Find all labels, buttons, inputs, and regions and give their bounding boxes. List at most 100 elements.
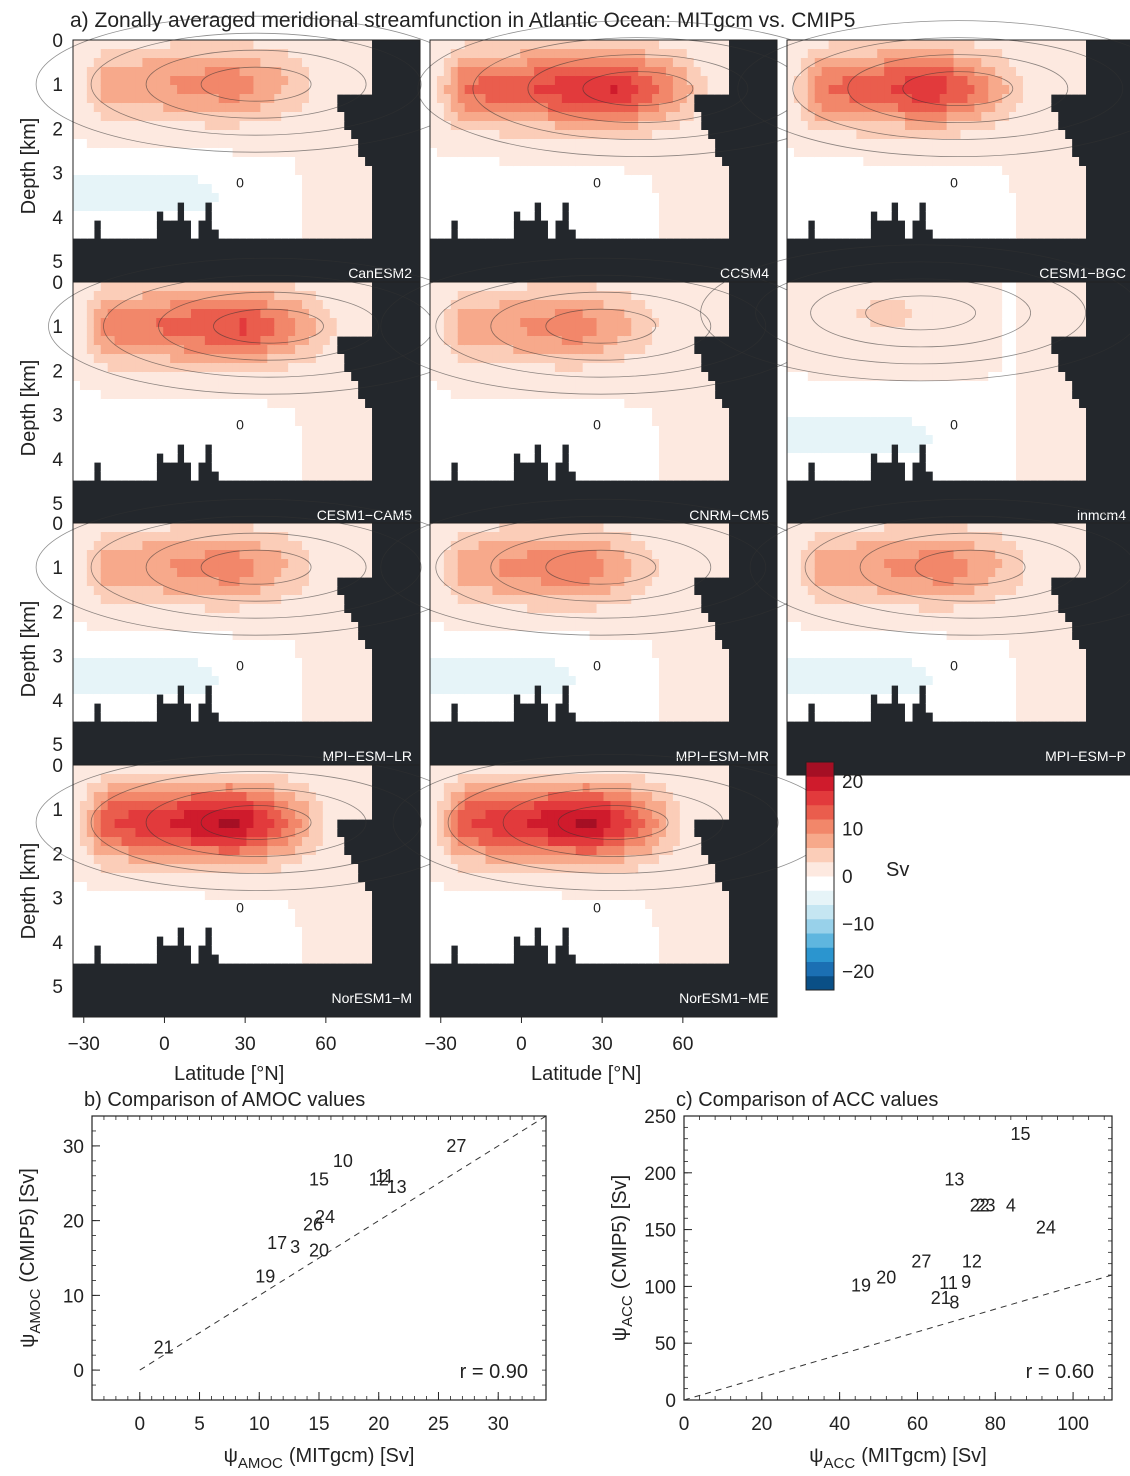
data-point-label: 21 (931, 1288, 951, 1308)
figure-title: a) Zonally averaged meridional streamfun… (70, 9, 856, 32)
x-tick-label: 100 (1057, 1414, 1089, 1435)
contour-zero-label: 0 (236, 416, 244, 432)
colorbar-tick-label: 0 (842, 867, 853, 888)
model-name-label: CCSM4 (720, 265, 769, 281)
x-tick-label: 0 (679, 1414, 690, 1435)
contour-zero-label: 0 (236, 174, 244, 190)
x-tick-label: 60 (672, 1034, 693, 1055)
x-tick-label: −30 (68, 1034, 100, 1055)
data-point-label: 26 (303, 1214, 323, 1234)
y-tick-label: 4 (52, 450, 63, 471)
colorbar-swatch (806, 762, 834, 777)
data-point-label: 20 (309, 1241, 329, 1261)
y-tick-label: 150 (644, 1221, 676, 1242)
y-tick-label: 4 (52, 933, 63, 954)
data-point-label: 24 (315, 1207, 335, 1227)
y-axis-label: Depth [km] (18, 843, 40, 940)
y-tick-label: 1 (52, 317, 63, 338)
data-point-label: 11 (939, 1273, 958, 1293)
contour-zero-label: 0 (236, 899, 244, 915)
y-tick-label: 2 (52, 119, 63, 140)
x-tick-label: 20 (751, 1414, 772, 1435)
contour-zero-label: 0 (593, 899, 601, 915)
colorbar-tick-label: 20 (842, 772, 863, 793)
data-point-label: 27 (446, 1136, 466, 1156)
data-point-label: 13 (387, 1177, 407, 1197)
x-axis-label: Latitude [°N] (531, 1063, 641, 1085)
x-tick-label: 5 (194, 1414, 205, 1435)
y-tick-label: 2 (52, 602, 63, 623)
data-point-label: 10 (333, 1151, 353, 1171)
streamfunction-panel: 0 CESM1−CAM5 0 1 2 3 4 5 Depth [km] (18, 257, 489, 535)
y-tick-label: 3 (52, 889, 63, 910)
contour-zero-label: 0 (593, 657, 601, 673)
streamfunction-panel: 0 NorESM1−M 0 1 2 3 4 5 Depth [km] −30 0 30 60 Latitu… (18, 754, 477, 1085)
y-tick-label: 3 (52, 406, 63, 427)
y-tick-label: 0 (665, 1391, 676, 1412)
colorbar-swatch (806, 819, 834, 834)
data-point-label: 4 (1006, 1196, 1016, 1216)
data-point-label: 19 (255, 1267, 275, 1287)
x-tick-label: 10 (249, 1414, 270, 1435)
x-tick-label: 25 (428, 1414, 449, 1435)
data-point-label: 12 (369, 1170, 389, 1190)
y-axis-label: Depth [km] (18, 360, 40, 457)
y-tick-label: 4 (52, 208, 63, 229)
y-tick-label: 0 (52, 756, 63, 777)
x-tick-label: 20 (368, 1414, 389, 1435)
y-tick-label: 3 (52, 647, 63, 668)
x-tick-label: 30 (235, 1034, 256, 1055)
y-tick-label: 250 (644, 1107, 676, 1128)
data-point-label: 21 (154, 1338, 174, 1358)
colorbar-tick-label: 10 (842, 820, 863, 841)
y-tick-label: 5 (52, 735, 63, 756)
x-tick-label: 0 (516, 1034, 527, 1055)
data-point-label: 19 (851, 1275, 871, 1295)
scatter-title: b) Comparison of AMOC values (84, 1089, 365, 1111)
scatter-title: c) Comparison of ACC values (676, 1089, 938, 1111)
x-axis-label: Latitude [°N] (174, 1063, 284, 1085)
y-tick-label: 5 (52, 252, 63, 273)
colorbar-swatch (806, 975, 834, 991)
streamfunction-panel: 0 MPI−ESM−P (749, 498, 1130, 776)
model-name-label: MPI−ESM−LR (323, 748, 412, 764)
model-name-label: inmcm4 (1077, 507, 1126, 523)
contour-zero-label: 0 (950, 657, 958, 673)
y-axis-label: ψACC(CMIP5) [Sv] (609, 1175, 636, 1341)
colorbar-unit-label: Sv (886, 859, 909, 881)
colorbar-swatch (806, 933, 834, 948)
y-tick-label: 0 (52, 273, 63, 294)
y-tick-label: 2 (52, 844, 63, 865)
x-tick-label: −30 (425, 1034, 457, 1055)
contour-zero-label: 0 (593, 416, 601, 432)
y-tick-label: 50 (655, 1334, 676, 1355)
x-tick-label: 0 (159, 1034, 170, 1055)
data-point-label: 22 (970, 1196, 990, 1216)
y-axis-label: Depth [km] (18, 118, 40, 215)
colorbar-tick-label: −20 (842, 962, 874, 983)
y-tick-label: 20 (63, 1212, 84, 1233)
one-to-one-line (683, 1274, 1113, 1401)
streamfunction-panels: 0 CanESM2 0 1 2 3 4 5 Depth [km] 0 CCSM4 0 CESM1−BGC… (18, 15, 1130, 1085)
streamfunction-panel: 0 CanESM2 0 1 2 3 4 5 Depth [km] (18, 15, 477, 293)
x-tick-label: 40 (829, 1414, 850, 1435)
data-point-label: 8 (949, 1292, 959, 1312)
contour-zero-label: 0 (236, 657, 244, 673)
streamfunction-panel: 0 CESM1−BGC (737, 20, 1130, 293)
x-tick-label: 15 (308, 1414, 329, 1435)
y-tick-label: 0 (52, 31, 63, 52)
contour-zero-label: 0 (593, 174, 601, 190)
colorbar-tick-label: −10 (842, 915, 874, 936)
streamfunction-panel: 0 CCSM4 (417, 20, 859, 293)
y-tick-label: 0 (73, 1361, 84, 1382)
data-point-label: 9 (961, 1272, 971, 1292)
y-tick-label: 10 (63, 1286, 84, 1307)
contour-zero-label: 0 (950, 416, 958, 432)
y-axis-label: Depth [km] (18, 601, 40, 698)
data-point-label: 15 (309, 1170, 329, 1190)
one-to-one-line (139, 1115, 547, 1371)
x-tick-label: 30 (488, 1414, 509, 1435)
streamfunction-panel: 0 CNRM−CM5 (380, 257, 822, 535)
y-tick-label: 100 (644, 1277, 676, 1298)
